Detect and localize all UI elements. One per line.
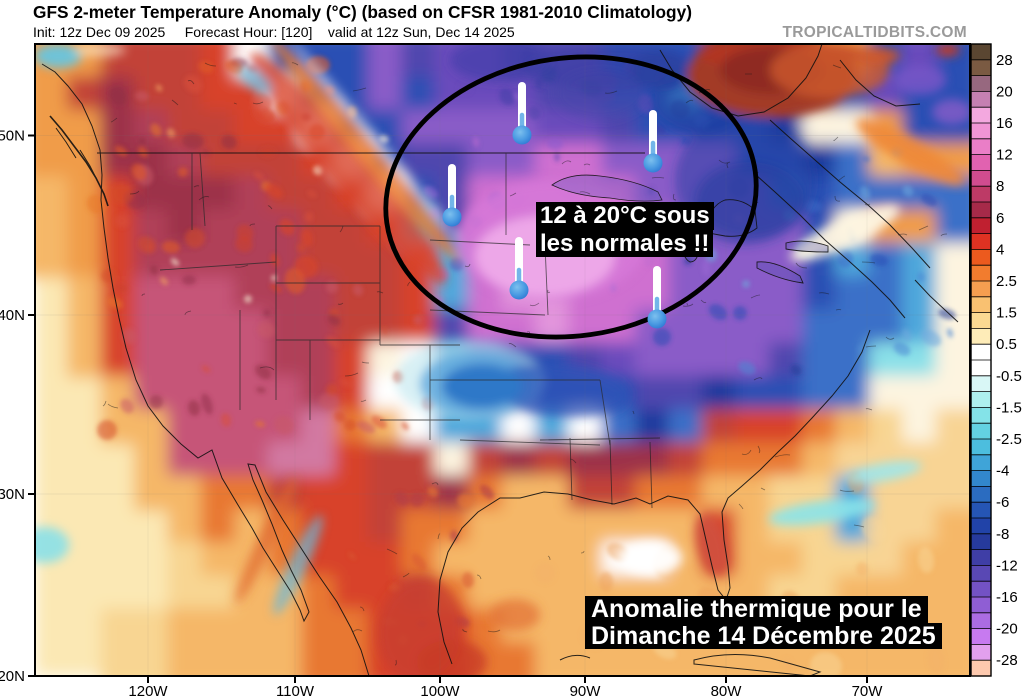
svg-text:-2.5: -2.5 xyxy=(996,431,1022,448)
svg-text:12: 12 xyxy=(996,147,1013,164)
svg-text:8: 8 xyxy=(996,178,1004,195)
svg-text:-4: -4 xyxy=(996,463,1009,480)
svg-text:1.5: 1.5 xyxy=(996,305,1017,322)
svg-text:80W: 80W xyxy=(711,683,743,696)
svg-text:20: 20 xyxy=(996,83,1013,100)
svg-text:-12: -12 xyxy=(996,557,1018,574)
svg-text:120W: 120W xyxy=(128,683,168,696)
svg-text:-8: -8 xyxy=(996,526,1009,543)
svg-text:40N: 40N xyxy=(0,307,25,324)
svg-text:50N: 50N xyxy=(0,128,25,145)
svg-text:70W: 70W xyxy=(852,683,884,696)
svg-text:16: 16 xyxy=(996,115,1013,132)
svg-text:-6: -6 xyxy=(996,494,1009,511)
svg-text:2.5: 2.5 xyxy=(996,273,1017,290)
svg-text:110W: 110W xyxy=(276,683,315,696)
svg-text:90W: 90W xyxy=(570,683,602,696)
svg-text:28: 28 xyxy=(996,52,1013,69)
svg-text:6: 6 xyxy=(996,210,1004,227)
svg-text:0.5: 0.5 xyxy=(996,336,1017,353)
svg-text:-0.5: -0.5 xyxy=(996,368,1022,385)
svg-text:100W: 100W xyxy=(420,683,460,696)
svg-text:-20: -20 xyxy=(996,621,1018,638)
svg-text:-1.5: -1.5 xyxy=(996,399,1022,416)
svg-text:4: 4 xyxy=(996,241,1004,258)
svg-text:-16: -16 xyxy=(996,589,1018,606)
svg-text:-28: -28 xyxy=(996,652,1018,669)
svg-text:20N: 20N xyxy=(0,668,25,685)
svg-text:30N: 30N xyxy=(0,486,25,503)
